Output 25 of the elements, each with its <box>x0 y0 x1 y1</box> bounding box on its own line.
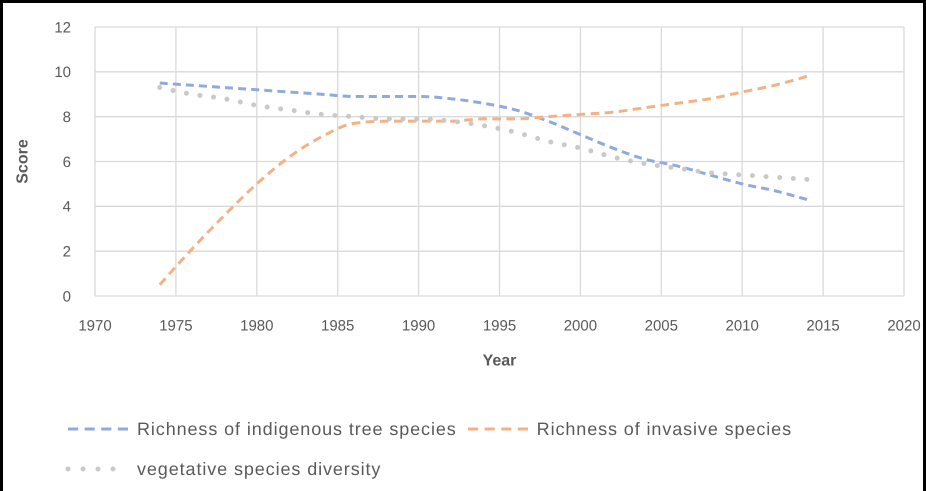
legend-label: vegetative species diversity <box>137 458 382 480</box>
x-tick-label: 2005 <box>644 318 678 335</box>
y-axis-title: Score <box>14 139 32 184</box>
legend-label: Richness of indigenous tree species <box>137 418 457 440</box>
x-tick-label: 2020 <box>887 318 921 335</box>
x-tick-label: 1970 <box>78 318 112 335</box>
x-tick-label: 2015 <box>806 318 840 335</box>
x-axis-title: Year <box>482 352 516 370</box>
x-tick-label: 2010 <box>726 318 759 335</box>
x-tick-label: 1975 <box>159 318 193 335</box>
y-tick-label: 8 <box>62 108 71 126</box>
x-tick-label: 1995 <box>482 318 516 335</box>
y-tick-label: 4 <box>62 198 71 216</box>
y-tick-label: 2 <box>62 243 71 260</box>
y-tick-label: 10 <box>54 64 71 82</box>
y-tick-label: 12 <box>54 19 71 36</box>
x-tick-label: 1990 <box>402 318 436 335</box>
x-tick-label: 2000 <box>564 318 598 335</box>
line-series <box>158 82 808 202</box>
x-tick-label: 1985 <box>321 318 354 335</box>
x-tick-label: 1980 <box>240 318 274 335</box>
y-tick-label: 0 <box>62 288 71 306</box>
legend-label: Richness of invasive species <box>536 418 792 440</box>
y-tick-label: 6 <box>62 154 71 171</box>
line-series <box>158 74 808 286</box>
